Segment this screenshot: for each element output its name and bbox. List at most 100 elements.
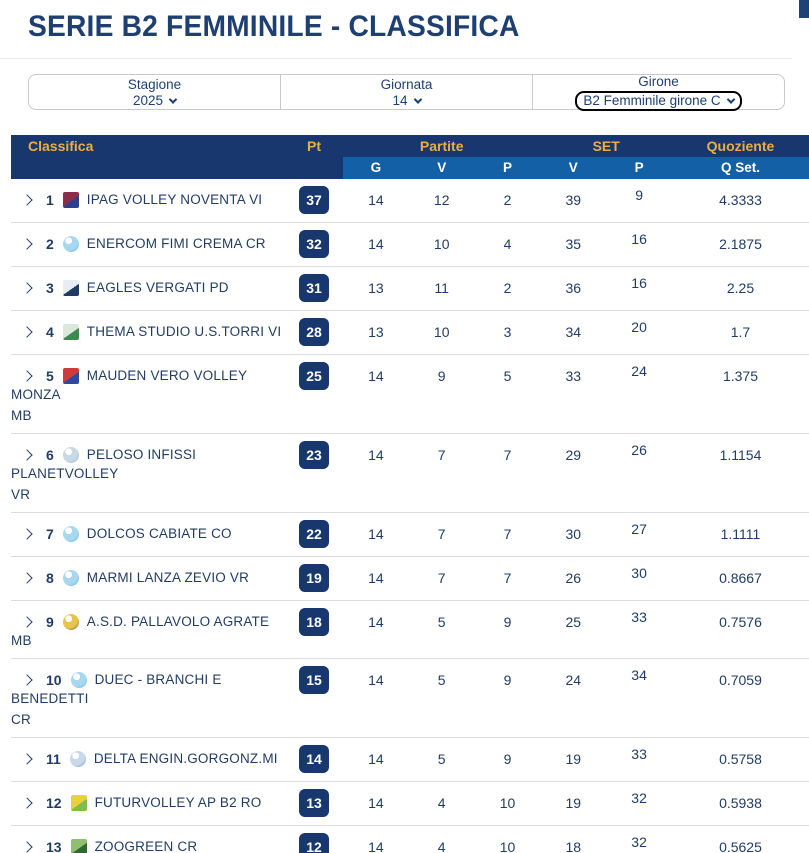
points-badge: 31 bbox=[299, 274, 329, 302]
wins-value: 4 bbox=[437, 794, 446, 811]
team-name: A.S.D. PALLAVOLO AGRATE MB bbox=[11, 614, 270, 648]
wins-value: 5 bbox=[437, 671, 446, 688]
team-rank: 3 bbox=[46, 280, 54, 297]
losses-value: 3 bbox=[503, 324, 512, 340]
team-logo-icon bbox=[62, 192, 79, 209]
corner-accent-bar bbox=[799, 0, 809, 18]
team-logo-icon bbox=[62, 614, 79, 631]
sets-won-value: 19 bbox=[565, 750, 582, 767]
points-cell: 18 bbox=[285, 601, 343, 636]
team-rank: 4 bbox=[46, 324, 54, 341]
expand-chevron-icon[interactable] bbox=[21, 194, 33, 207]
sets-won-value: 19 bbox=[565, 794, 582, 811]
filter-bar: Stagione 2025 Giornata 14 Girone B2 Femm… bbox=[28, 74, 785, 111]
expand-chevron-icon[interactable] bbox=[21, 528, 33, 540]
expand-chevron-icon[interactable] bbox=[21, 282, 33, 295]
set-quotient-value: 0.5938 bbox=[719, 794, 762, 811]
classifica-cell: 13 ZOOGREEN CR bbox=[11, 826, 285, 853]
table-row[interactable]: 3 EAGLES VERGATI PD 31 13 11 2 36 16 2.25 bbox=[11, 267, 809, 311]
table-row[interactable]: 11 DELTA ENGIN.GORGONZ.MI 14 14 5 9 19 33 0.5758 bbox=[11, 737, 809, 782]
subheader-set-p: P bbox=[606, 157, 672, 179]
expand-chevron-icon[interactable] bbox=[21, 370, 33, 383]
subheader-set-v: V bbox=[540, 157, 607, 179]
table-row[interactable]: 6 PELOSO INFISSI PLANETVOLLEY VR 23 14 7 7 29 26… bbox=[11, 433, 809, 513]
set-quotient-value: 0.5625 bbox=[719, 838, 762, 853]
set-quotient-value: 0.8667 bbox=[719, 569, 762, 586]
table-body: 1 IPAG VOLLEY NOVENTA VI 37 14 12 2 39 9 4.3333 2… bbox=[11, 179, 809, 853]
giornata-select[interactable]: 14 bbox=[392, 93, 422, 109]
girone-label: Girone bbox=[638, 74, 679, 89]
sets-lost-value: 26 bbox=[631, 441, 647, 458]
classifica-cell: 9 A.S.D. PALLAVOLO AGRATE MB bbox=[11, 601, 285, 658]
stagione-select[interactable]: 2025 bbox=[132, 92, 178, 109]
table-row[interactable]: 7 DOLCOS CABIATE CO 22 14 7 7 30 27 1.1111 bbox=[11, 512, 809, 557]
stagione-value: 2025 bbox=[132, 92, 164, 108]
team-logo-icon bbox=[70, 838, 87, 853]
set-quotient-value: 1.1154 bbox=[719, 446, 762, 463]
points-badge: 22 bbox=[299, 519, 329, 548]
table-row[interactable]: 9 A.S.D. PALLAVOLO AGRATE MB 18 14 5 9 25 33 0.7… bbox=[11, 600, 809, 659]
expand-chevron-icon[interactable] bbox=[21, 753, 33, 765]
table-row[interactable]: 2 ENERCOM FIMI CREMA CR 32 14 10 4 35 16 2.1875 bbox=[11, 223, 809, 267]
team-logo-icon bbox=[62, 526, 79, 543]
team-logo-icon bbox=[62, 447, 79, 464]
expand-chevron-icon[interactable] bbox=[21, 238, 33, 251]
classifica-cell: 1 IPAG VOLLEY NOVENTA VI bbox=[11, 179, 285, 217]
table-row[interactable]: 10 DUEC - BRANCHI E BENEDETTI CR 15 14 5 9 24 34… bbox=[11, 658, 809, 738]
points-cell: 22 bbox=[285, 513, 343, 548]
classifica-cell: 4 THEMA STUDIO U.S.TORRI VI bbox=[11, 311, 285, 349]
table-row[interactable]: 13 ZOOGREEN CR 12 14 4 10 18 32 0.5625 bbox=[11, 825, 809, 853]
set-quotient-value: 2.25 bbox=[726, 280, 755, 296]
filter-girone: Girone B2 Femminile girone C bbox=[532, 74, 784, 111]
losses-value: 4 bbox=[503, 236, 512, 252]
team-name-wrap: VR bbox=[11, 486, 31, 502]
team-rank: 6 bbox=[46, 447, 54, 464]
table-row[interactable]: 1 IPAG VOLLEY NOVENTA VI 37 14 12 2 39 9 4.3333 bbox=[11, 179, 809, 223]
team-logo-icon bbox=[62, 280, 79, 297]
played-value: 13 bbox=[368, 280, 384, 296]
losses-value: 7 bbox=[503, 446, 512, 463]
expand-chevron-icon[interactable] bbox=[21, 841, 33, 853]
expand-chevron-icon[interactable] bbox=[21, 797, 33, 809]
team-name: DUEC - BRANCHI E BENEDETTI bbox=[11, 672, 222, 706]
set-quotient-value: 1.375 bbox=[722, 368, 758, 384]
sets-lost-value: 30 bbox=[631, 564, 647, 581]
team-name: DOLCOS CABIATE CO bbox=[86, 526, 232, 542]
subheader-p: P bbox=[474, 157, 541, 179]
losses-value: 9 bbox=[503, 613, 512, 630]
subheader-qset: Q Set. bbox=[671, 157, 809, 179]
table-row[interactable]: 5 MAUDEN VERO VOLLEY MONZA MB 25 14 9 5 33 24 1.3… bbox=[11, 355, 809, 434]
team-name: ZOOGREEN CR bbox=[94, 838, 198, 853]
subheader-v: V bbox=[408, 157, 475, 179]
subheader-g: G bbox=[343, 157, 409, 179]
standings-table: Classifica Pt Partite SET Quoziente G V … bbox=[11, 135, 809, 853]
table-header: Classifica Pt Partite SET Quoziente G V … bbox=[11, 135, 809, 179]
sets-lost-value: 34 bbox=[631, 666, 647, 683]
sets-lost-value: 16 bbox=[631, 275, 647, 291]
table-row[interactable]: 4 THEMA STUDIO U.S.TORRI VI 28 13 10 3 34 20 1.7 bbox=[11, 311, 809, 355]
table-row[interactable]: 8 MARMI LANZA ZEVIO VR 19 14 7 7 26 30 0.8667 bbox=[11, 556, 809, 601]
set-quotient-value: 0.7059 bbox=[719, 671, 762, 688]
wins-value: 10 bbox=[433, 324, 450, 340]
filter-stagione: Stagione 2025 bbox=[29, 75, 280, 109]
expand-chevron-icon[interactable] bbox=[21, 449, 33, 461]
team-rank: 7 bbox=[46, 526, 54, 543]
sets-won-value: 18 bbox=[565, 838, 582, 853]
classifica-cell: 6 PELOSO INFISSI PLANETVOLLEY VR bbox=[11, 434, 285, 512]
chevron-down-icon bbox=[168, 94, 178, 104]
team-rank: 8 bbox=[46, 570, 54, 587]
expand-chevron-icon[interactable] bbox=[21, 674, 33, 686]
expand-chevron-icon[interactable] bbox=[21, 572, 33, 584]
header-pt: Pt bbox=[307, 138, 321, 154]
set-quotient-value: 1.1111 bbox=[720, 525, 761, 542]
team-logo-icon bbox=[70, 794, 87, 811]
played-value: 14 bbox=[368, 750, 384, 767]
team-rank: 12 bbox=[46, 794, 62, 811]
sets-lost-value: 24 bbox=[631, 363, 647, 379]
table-row[interactable]: 12 FUTURVOLLEY AP B2 RO 13 14 4 10 19 32 0.5938 bbox=[11, 781, 809, 826]
expand-chevron-icon[interactable] bbox=[21, 616, 33, 628]
sets-won-value: 24 bbox=[565, 671, 582, 688]
girone-select[interactable]: B2 Femminile girone C bbox=[575, 91, 742, 111]
expand-chevron-icon[interactable] bbox=[21, 326, 33, 339]
losses-value: 9 bbox=[503, 750, 512, 767]
